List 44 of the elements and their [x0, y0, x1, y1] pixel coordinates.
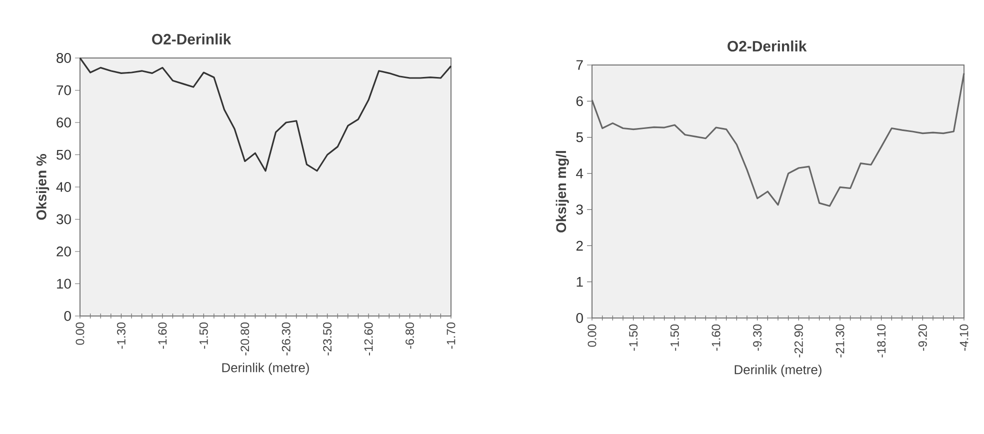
y-tick-label: 70: [56, 85, 71, 96]
y-tick-label: 50: [56, 150, 71, 160]
y-tick-label: 7: [576, 60, 583, 70]
y-tick-label: 80: [56, 53, 71, 63]
x-tick-label: -1.30: [116, 322, 126, 349]
x-tick-label: -1.50: [670, 324, 679, 351]
x-tick-label: 0.00: [76, 322, 84, 345]
y-tick-label: 4: [576, 168, 584, 178]
x-tick-label: -1.50: [629, 324, 638, 351]
y-tick-label: 6: [576, 96, 583, 106]
x-tick-label: -21.30: [836, 324, 844, 358]
y-axis-title: Oksijen %: [36, 154, 50, 220]
y-tick-label: 1: [576, 277, 583, 287]
x-tick-label: -20.80: [240, 322, 250, 356]
x-tick-label: -12.60: [364, 322, 373, 356]
x-tick-label: -6.80: [406, 322, 414, 349]
y-tick-label: 60: [56, 118, 71, 128]
x-tick-label: -1.50: [199, 322, 208, 349]
x-tick-label: -1.60: [158, 322, 167, 349]
chart-title: O2-Derinlik: [728, 40, 807, 52]
chart-title: O2-Derinlik: [152, 34, 232, 44]
y-axis-title: Oksijen mg/l: [556, 151, 569, 232]
y-tick-label: 40: [56, 182, 71, 192]
y-tick-label: 5: [576, 132, 583, 142]
x-axis-title: Derinlik (metre): [222, 362, 309, 375]
y-tick-label: 2: [576, 240, 583, 251]
x-tick-label: -4.10: [960, 324, 968, 351]
x-tick-label: 0.00: [588, 324, 596, 347]
y-tick-label: 0: [64, 311, 71, 321]
x-tick-label: -1.60: [712, 324, 720, 351]
y-tick-label: 30: [56, 214, 71, 224]
line-series: [79, 57, 452, 172]
y-tick-label: 0: [576, 313, 583, 323]
y-tick-label: 10: [57, 278, 71, 289]
x-tick-label: -9.20: [918, 324, 927, 351]
x-tick-label: -1.70: [446, 322, 456, 349]
x-tick-label: -9.30: [753, 324, 762, 351]
x-axis-title: Derinlik (metre): [734, 364, 822, 377]
x-tick-label: -22.90: [794, 324, 803, 358]
x-tick-label: -26.30: [282, 322, 290, 356]
y-tick-label: 20: [56, 246, 71, 256]
x-tick-label: -23.50: [323, 322, 332, 356]
x-tick-label: -18.10: [877, 324, 886, 358]
y-tick-label: 3: [576, 204, 583, 215]
